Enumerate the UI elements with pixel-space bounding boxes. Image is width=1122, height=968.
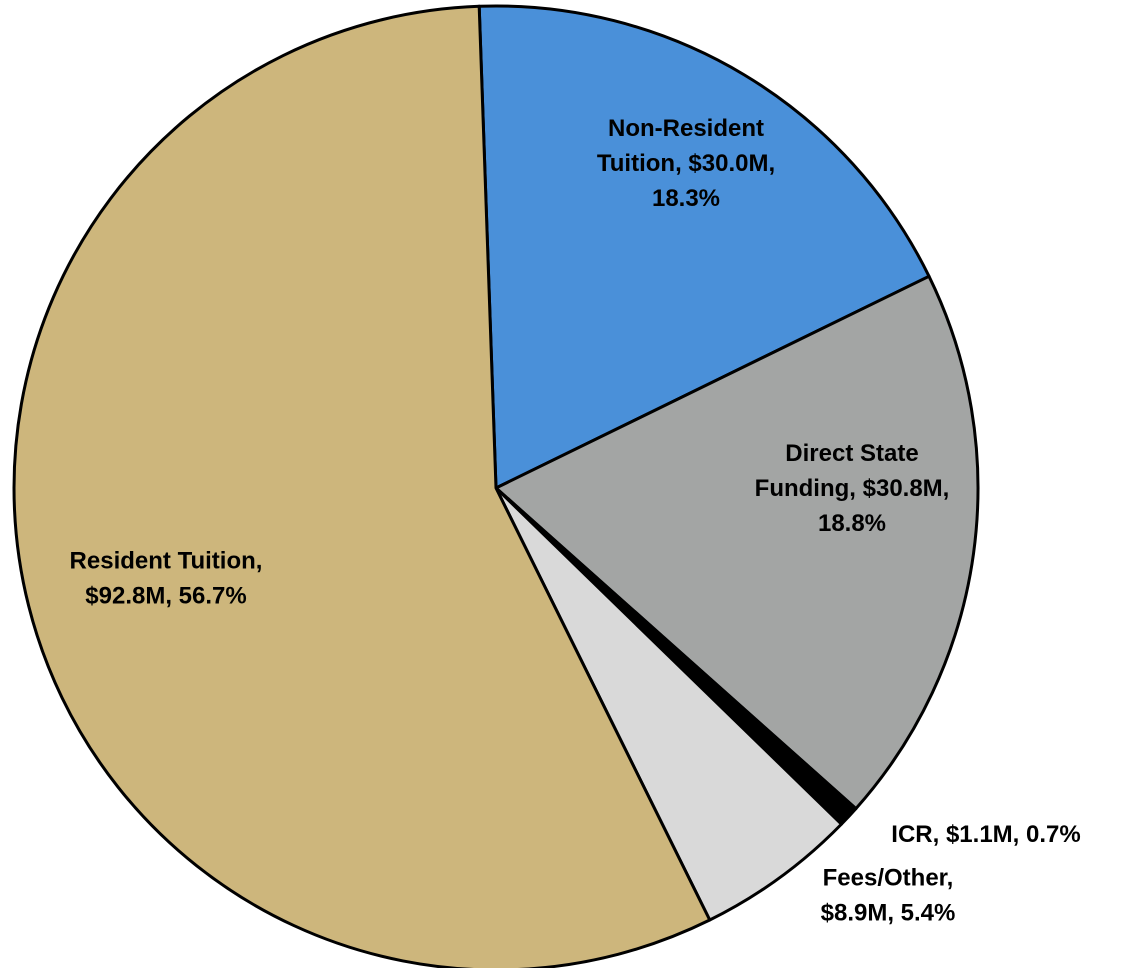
pie-label-non-resident-tuition: Non-Resident Tuition, $30.0M, 18.3% xyxy=(597,115,775,212)
pie-label-line: Tuition, $30.0M, xyxy=(597,150,775,177)
pie-label-line: ICR, $1.1M, 0.7% xyxy=(891,821,1080,848)
pie-slice-fees-other xyxy=(494,486,843,922)
pie-label-icr: ICR, $1.1M, 0.7% xyxy=(891,821,1080,848)
pie-label-resident-tuition: Resident Tuition, $92.8M, 56.7% xyxy=(70,548,263,610)
pie-label-line: $92.8M, 56.7% xyxy=(85,583,246,610)
pie-label-line: $8.9M, 5.4% xyxy=(821,900,956,927)
pie-label-line: Direct State xyxy=(785,440,918,467)
pie-labels: Non-Resident Tuition, $30.0M, 18.3% Direct … xyxy=(70,115,1081,927)
pie-label-line: Fees/Other, xyxy=(823,865,954,892)
pie-label-direct-state-funding: Direct State Funding, $30.8M, 18.8% xyxy=(755,440,950,537)
pie-label-line: 18.3% xyxy=(652,185,720,212)
pie-slices xyxy=(12,4,980,968)
pie-label-line: Funding, $30.8M, xyxy=(755,475,950,502)
pie-slice-resident-tuition xyxy=(12,4,712,968)
pie-slice-non-resident-tuition xyxy=(477,4,931,490)
pie-label-line: 18.8% xyxy=(818,510,886,537)
pie-label-line: Non-Resident xyxy=(608,115,764,142)
pie-label-line: Resident Tuition, xyxy=(70,548,263,575)
pie-slice-direct-state-funding xyxy=(494,274,980,811)
pie-label-fees-other: Fees/Other, $8.9M, 5.4% xyxy=(821,865,956,927)
